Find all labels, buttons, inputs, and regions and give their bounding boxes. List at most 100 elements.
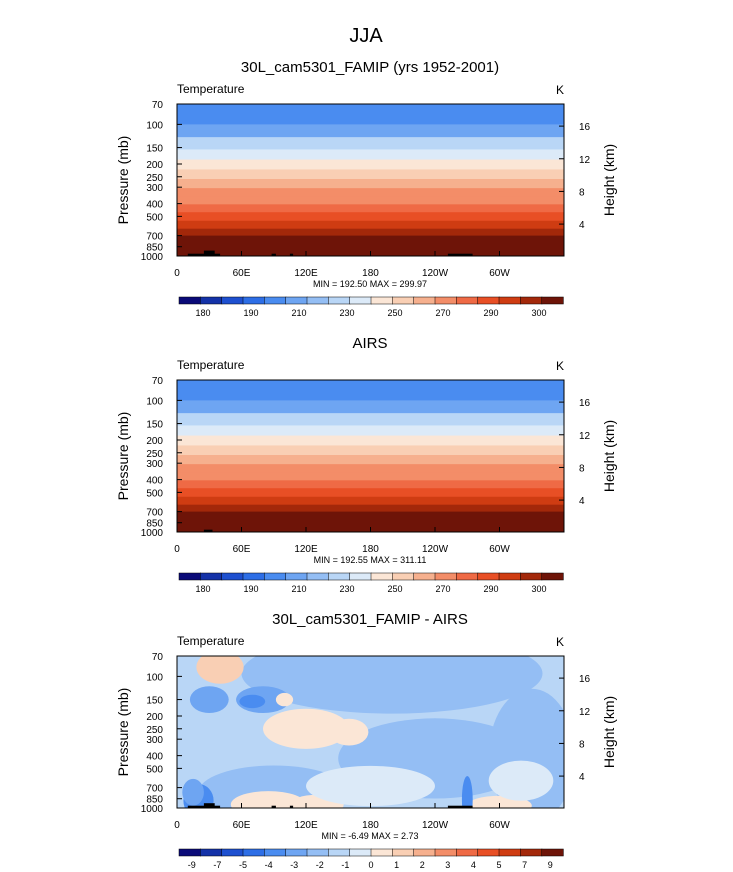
contour-band — [177, 504, 564, 513]
colorbar-swatch — [498, 296, 521, 305]
colorbar: 180 190 210 230 250 270 290 300 — [178, 572, 564, 594]
contour-band — [177, 400, 564, 414]
contour-band — [177, 196, 564, 205]
topography — [447, 805, 473, 808]
contour-band — [177, 425, 564, 437]
y-tick-label: 100 — [146, 672, 163, 683]
colorbar-swatch — [178, 848, 201, 857]
y-tick-label: 1000 — [141, 804, 164, 815]
x-tick-label: 180 — [362, 544, 379, 555]
colorbar-swatch — [264, 296, 287, 305]
y2-tick-label: 12 — [579, 707, 591, 718]
colorbar-swatch — [434, 848, 457, 857]
colorbar-swatch — [264, 848, 287, 857]
contour-band — [177, 104, 564, 113]
y2-tick-label: 4 — [579, 772, 585, 783]
contour-region — [230, 791, 306, 808]
variable-label: Temperature — [177, 82, 245, 96]
contour-band — [177, 228, 564, 237]
x-tick-label: 120E — [294, 544, 318, 555]
colorbar-label: -4 — [265, 860, 273, 870]
contour-band — [177, 241, 564, 248]
colorbar-swatch — [221, 296, 244, 305]
y-tick-label: 500 — [146, 488, 163, 499]
topography — [203, 803, 215, 808]
y-tick-label: 100 — [146, 120, 163, 131]
x-tick-label: 60W — [489, 268, 510, 279]
colorbar-swatch — [178, 572, 201, 581]
colorbar-swatch — [242, 296, 265, 305]
contour-band — [177, 111, 564, 125]
colorbar-label: 190 — [243, 308, 258, 318]
y-tick-label: 400 — [146, 752, 163, 763]
colorbar-swatch — [200, 296, 223, 305]
y-tick-label: 850 — [146, 795, 163, 806]
x-tick-label: 120E — [294, 268, 318, 279]
colorbar-swatch — [349, 296, 372, 305]
contour-band — [177, 455, 564, 465]
colorbar-label: 190 — [243, 584, 258, 594]
min-max-stats: MIN = -6.49 MAX = 2.73 — [321, 831, 418, 841]
contour-plot — [177, 380, 564, 532]
colorbar-swatch — [477, 572, 500, 581]
contour-band — [177, 235, 564, 243]
contour-band — [177, 124, 564, 138]
colorbar-label: 1 — [394, 860, 399, 870]
contour-band — [177, 445, 564, 456]
colorbar-swatch — [221, 572, 244, 581]
contour-region — [329, 718, 369, 746]
panel-title: 30L_cam5301_FAMIP - AIRS — [272, 611, 468, 628]
panel-airs: AIRS Temperature K 701001502002503004005… — [115, 335, 617, 594]
colorbar-label: -5 — [239, 860, 247, 870]
colorbar-swatch — [306, 572, 329, 581]
colorbar-label: 210 — [291, 584, 306, 594]
colorbar-swatch — [498, 848, 521, 857]
colorbar-swatch — [541, 296, 564, 305]
y2-tick-label: 8 — [579, 187, 585, 198]
colorbar-swatch — [200, 848, 223, 857]
colorbar-label: -1 — [341, 860, 349, 870]
y-tick-label: 250 — [146, 725, 163, 736]
contour-band — [177, 511, 564, 519]
colorbar-label: 270 — [435, 308, 450, 318]
colorbar-swatch — [370, 296, 393, 305]
colorbar-label: 300 — [531, 584, 546, 594]
contour-band — [177, 488, 564, 498]
y-axis-label: Pressure (mb) — [115, 412, 131, 501]
colorbar-label: 5 — [496, 860, 501, 870]
contour-band — [177, 480, 564, 489]
contour-band — [177, 464, 564, 474]
y-tick-label: 150 — [146, 696, 163, 707]
colorbar-label: 4 — [471, 860, 476, 870]
colorbar-swatch — [349, 572, 372, 581]
colorbar-swatch — [434, 572, 457, 581]
x-tick-label: 180 — [362, 820, 379, 831]
contour-region — [488, 760, 554, 801]
colorbar-label: 3 — [445, 860, 450, 870]
x-tick-label: 0 — [174, 268, 180, 279]
variable-label: Temperature — [177, 358, 245, 372]
colorbar-swatch — [242, 848, 265, 857]
y2-tick-label: 16 — [579, 398, 591, 409]
colorbar-swatch — [413, 572, 436, 581]
y-tick-label: 150 — [146, 420, 163, 431]
contour-region — [241, 656, 543, 714]
colorbar-swatch — [434, 296, 457, 305]
colorbar-swatch — [349, 848, 372, 857]
units-label: K — [556, 359, 564, 373]
colorbar-swatch — [306, 848, 329, 857]
y-tick-label: 700 — [146, 784, 163, 795]
contour-band — [177, 169, 564, 180]
y2-axis-label: Height (km) — [601, 696, 617, 768]
y-tick-label: 70 — [152, 376, 164, 387]
contour-region — [239, 694, 266, 709]
y-tick-label: 1000 — [141, 528, 164, 539]
y-tick-label: 400 — [146, 476, 163, 487]
colorbar-label: 2 — [420, 860, 425, 870]
topography — [289, 805, 294, 808]
x-tick-label: 120W — [422, 820, 449, 831]
colorbar-label: 180 — [195, 584, 210, 594]
colorbar-swatch — [498, 572, 521, 581]
colorbar-swatch — [520, 848, 543, 857]
season-title: JJA — [349, 25, 383, 47]
